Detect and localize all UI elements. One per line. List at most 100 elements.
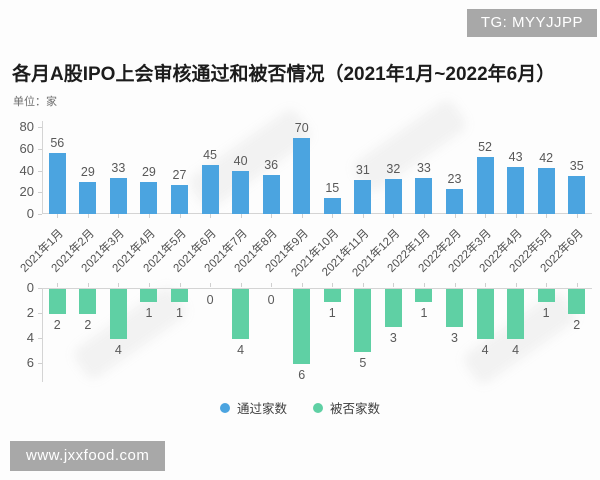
- legend: 通过家数 被否家数: [0, 398, 600, 417]
- rejected-bar: [415, 289, 433, 302]
- approved-value-label: 70: [294, 120, 309, 135]
- rejected-value-label: 1: [176, 305, 183, 320]
- approved-bar: [109, 178, 127, 214]
- rejected-value-label: 1: [145, 305, 153, 320]
- x-axis-tick: [210, 283, 212, 287]
- rejected-value-label: 1: [328, 305, 336, 320]
- y-axis-label: 2: [26, 305, 34, 320]
- y-axis-label: 4: [26, 330, 34, 345]
- legend-item-approved: 通过家数: [219, 398, 287, 417]
- x-axis-labels: 2021年1月 2021年2月 2021年3月 2021年4月 2021年5月 2021年…: [0, 216, 600, 282]
- y-axis-line: [42, 288, 43, 382]
- rejected-bar: [568, 289, 586, 314]
- y-axis-tick: [38, 288, 42, 289]
- approved-value-label: 56: [50, 136, 65, 151]
- x-axis-tick: [546, 283, 548, 287]
- x-axis-line: [42, 288, 592, 289]
- x-axis-tick: [362, 214, 364, 218]
- x-axis-tick: [240, 214, 242, 218]
- y-axis-line: [42, 121, 43, 214]
- approved-bar: [48, 153, 66, 214]
- x-axis-tick: [576, 283, 578, 287]
- x-axis-tick: [57, 283, 59, 287]
- y-axis-tick: [38, 192, 42, 194]
- approved-value-label: 52: [478, 140, 492, 155]
- y-axis-label: 0: [26, 280, 34, 295]
- approved-bar: [140, 182, 158, 214]
- chart-title: 各月A股IPO上会审核通过和被否情况（2021年1月~2022年6月）: [12, 64, 556, 85]
- x-axis-tick: [210, 214, 212, 218]
- approved-value-label: 42: [539, 151, 554, 166]
- x-axis-tick: [454, 214, 456, 218]
- approved-value-label: 32: [386, 162, 401, 177]
- rejected-value-label: 3: [451, 330, 458, 345]
- approved-bar: [354, 180, 372, 214]
- y-axis-tick: [38, 313, 42, 314]
- approved-value-label: 27: [172, 167, 187, 182]
- approved-legend-label: 通过家数: [236, 402, 287, 416]
- x-axis-tick: [118, 214, 120, 218]
- approved-bar: [323, 197, 341, 214]
- x-axis-tick: [271, 214, 273, 218]
- x-axis-tick: [332, 214, 334, 218]
- approved-value-label: 35: [569, 158, 584, 173]
- rejected-bar: [446, 289, 463, 327]
- approved-value-label: 15: [325, 180, 340, 195]
- rejected-value-label: 0: [206, 293, 214, 307]
- x-axis-tick: [179, 283, 181, 287]
- rejected-value-label: 2: [84, 318, 92, 332]
- rejected-bar-chart: 0 2 4 6 2 2 4 1 1 0 4 0 6 1 5 3 1 3 4 4 1 2: [0, 280, 600, 390]
- approved-bar-chart: 0 20 40 60 80 56 29 33 29 27 45 40 36 70 15 31 32 33 23 52 4…: [0, 119, 600, 221]
- rejected-bar: [109, 289, 127, 339]
- rejected-bar: [507, 289, 525, 339]
- x-axis-tick: [301, 283, 303, 287]
- approved-bar: [537, 168, 555, 214]
- rejected-bar: [79, 289, 97, 314]
- rejected-bar: [140, 289, 158, 302]
- legend-item-rejected: 被否家数: [313, 398, 380, 417]
- approved-value-label: 29: [141, 165, 156, 180]
- x-axis-tick: [87, 214, 89, 218]
- x-axis-tick: [485, 283, 487, 287]
- approved-value-label: 29: [80, 165, 95, 180]
- approved-value-label: 36: [264, 157, 279, 172]
- approved-bar: [171, 184, 188, 214]
- rejected-value-label: 4: [481, 343, 489, 357]
- x-axis-tick: [57, 214, 59, 218]
- approved-legend-dot: [219, 402, 230, 413]
- approved-bar: [384, 179, 402, 214]
- y-axis-tick: [38, 338, 42, 339]
- approved-bar: [293, 137, 311, 214]
- rejected-value-label: 4: [237, 343, 245, 357]
- rejected-value-label: 0: [267, 293, 275, 307]
- approved-value-label: 33: [111, 161, 126, 176]
- x-axis-line: [42, 213, 592, 214]
- x-axis-tick: [271, 283, 273, 287]
- site-badge: www.jxxfood.com: [10, 441, 166, 471]
- y-axis-label: 20: [19, 184, 34, 200]
- x-axis-tick: [118, 283, 120, 287]
- rejected-value-label: 1: [420, 305, 428, 320]
- x-axis-tick: [423, 283, 425, 287]
- approved-bar: [232, 170, 250, 214]
- x-axis-tick: [362, 283, 364, 287]
- rejected-value-label: 2: [53, 318, 61, 332]
- rejected-value-label: 4: [512, 343, 520, 357]
- x-axis-tick: [515, 283, 517, 287]
- y-axis-label: 40: [19, 162, 34, 178]
- x-axis-tick: [576, 214, 578, 218]
- rejected-value-label: 2: [573, 318, 581, 332]
- x-axis-tick: [332, 283, 334, 287]
- approved-bar: [262, 174, 280, 214]
- x-axis-tick: [454, 283, 456, 287]
- unit-label: 单位：家: [13, 96, 57, 108]
- rejected-value-label: 3: [389, 330, 397, 345]
- approved-bar: [507, 167, 525, 214]
- approved-value-label: 45: [203, 148, 217, 163]
- x-axis-tick: [393, 214, 395, 218]
- x-axis-tick: [301, 214, 303, 218]
- x-axis-tick: [148, 283, 150, 287]
- y-axis-tick: [38, 127, 42, 128]
- x-axis-tick: [546, 214, 548, 218]
- x-axis-tick: [179, 214, 181, 218]
